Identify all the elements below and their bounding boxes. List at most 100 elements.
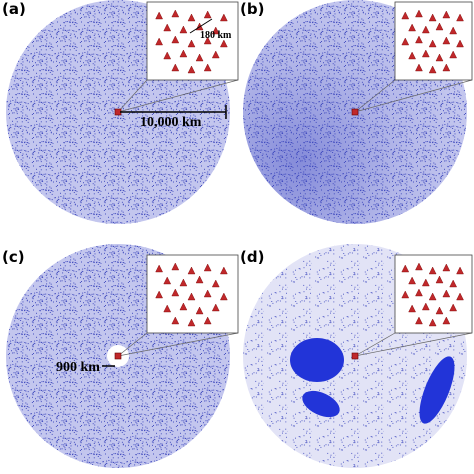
- station: [401, 37, 410, 46]
- zoom-line: [354, 332, 473, 357]
- station: [428, 13, 437, 22]
- panel-label: (c): [2, 248, 25, 266]
- station: [421, 49, 430, 58]
- station: [415, 63, 423, 72]
- station: [163, 51, 172, 60]
- zoom-line: [117, 79, 239, 113]
- inset-scale: 180 km: [200, 30, 232, 41]
- station: [421, 25, 430, 34]
- panel-label: (d): [240, 248, 264, 266]
- station: [408, 276, 416, 285]
- station: [435, 22, 444, 31]
- station: [203, 316, 212, 325]
- station: [442, 63, 451, 72]
- inset: [146, 254, 239, 334]
- station: [211, 279, 220, 288]
- station: [163, 23, 172, 32]
- station: [415, 262, 423, 271]
- station: [203, 289, 212, 298]
- station: [171, 288, 180, 297]
- station: [211, 50, 220, 59]
- scale-line: [189, 18, 213, 34]
- blob: [290, 338, 344, 382]
- station: [401, 11, 410, 20]
- station: [435, 306, 444, 315]
- station: [428, 39, 437, 48]
- station: [456, 39, 464, 48]
- station: [408, 23, 416, 32]
- station: [449, 26, 458, 35]
- zoom-line: [354, 79, 396, 113]
- blob: [419, 356, 455, 424]
- station: [449, 50, 458, 59]
- zoom-line: [117, 79, 148, 113]
- station: [428, 292, 437, 301]
- zoom-line: [117, 332, 148, 357]
- station: [220, 266, 228, 275]
- station: [155, 11, 163, 20]
- zoom-line: [117, 332, 239, 357]
- station: [415, 9, 423, 18]
- station: [187, 39, 196, 48]
- station: [401, 264, 410, 273]
- station: [421, 278, 430, 287]
- marker: [114, 352, 122, 360]
- station: [171, 262, 180, 271]
- station: [163, 304, 172, 313]
- inset: [394, 254, 473, 334]
- station: [220, 13, 228, 22]
- panels: [6, 0, 473, 468]
- station: [435, 275, 444, 284]
- station: [171, 35, 180, 44]
- station: [401, 290, 410, 299]
- station: [203, 263, 212, 272]
- station: [442, 263, 451, 272]
- station: [179, 25, 188, 34]
- station: [203, 63, 212, 72]
- station: [442, 289, 451, 298]
- station: [155, 290, 163, 299]
- station: [155, 264, 163, 273]
- station: [187, 13, 196, 22]
- inset: [146, 1, 239, 81]
- station: [195, 306, 204, 315]
- marker: [351, 108, 359, 116]
- station: [163, 276, 172, 285]
- station: [220, 292, 228, 301]
- panel-label: (b): [240, 0, 264, 18]
- station: [220, 39, 228, 48]
- station: [442, 316, 451, 325]
- station: [456, 266, 464, 275]
- zoom-line: [354, 79, 473, 113]
- station: [195, 53, 204, 62]
- station: [211, 303, 220, 312]
- station: [179, 278, 188, 287]
- station: [171, 63, 180, 72]
- station: [449, 279, 458, 288]
- station: [442, 36, 451, 45]
- station: [179, 49, 188, 58]
- station: [421, 302, 430, 311]
- station: [449, 303, 458, 312]
- station: [195, 275, 204, 284]
- station: [187, 65, 196, 74]
- station: [211, 26, 220, 35]
- station: [203, 36, 212, 45]
- inset: [394, 1, 473, 81]
- station: [187, 318, 196, 327]
- station: [179, 302, 188, 311]
- station: [415, 35, 423, 44]
- station: [428, 318, 437, 327]
- station: [428, 65, 437, 74]
- station: [415, 288, 423, 297]
- panel-label: (a): [2, 0, 26, 18]
- zoom-line: [354, 332, 396, 357]
- station: [456, 13, 464, 22]
- station: [187, 266, 196, 275]
- hole-label: 900 km: [56, 360, 100, 375]
- station: [456, 292, 464, 301]
- station: [408, 304, 416, 313]
- station: [408, 51, 416, 60]
- marker: [351, 352, 359, 360]
- station: [187, 292, 196, 301]
